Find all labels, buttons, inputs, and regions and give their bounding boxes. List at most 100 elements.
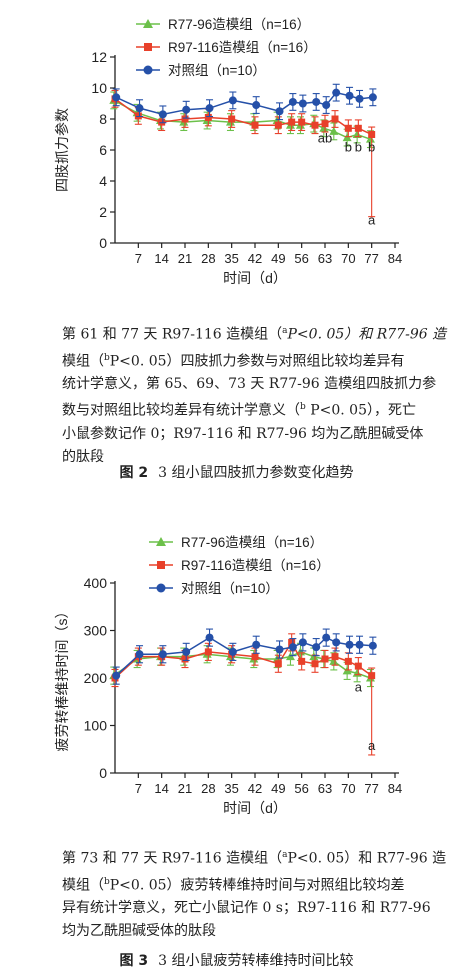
series-square (111, 633, 376, 756)
data-point (112, 93, 121, 102)
data-point (344, 657, 352, 665)
data-point (365, 134, 375, 143)
data-point (311, 660, 319, 668)
data-point (274, 660, 282, 668)
data-point (205, 633, 214, 642)
data-point (204, 648, 212, 656)
x-tick-label: 84 (388, 251, 402, 266)
x-tick-label: 28 (201, 251, 215, 266)
x-tick-label: 63 (318, 781, 332, 796)
legend-marker (156, 583, 166, 593)
series-line (114, 98, 372, 136)
data-point (344, 124, 352, 132)
figure-3-caption: 图 3 3 组小鼠疲劳转棒维持时间比较 (0, 950, 473, 970)
series-line (114, 640, 373, 679)
data-point (319, 123, 329, 132)
note-line: 异有统计学意义，死亡小鼠记作 0 s；R97-116 和 R77-96 (62, 900, 431, 917)
y-tick-label: 100 (84, 718, 108, 734)
data-point (252, 101, 261, 110)
x-tick-label: 14 (154, 251, 168, 266)
series-square (111, 89, 376, 218)
data-point (322, 101, 331, 110)
note-line: 均为乙酰胆碱受体的肽段 (62, 923, 216, 940)
x-tick-label: 7 (135, 251, 142, 266)
data-point (332, 638, 341, 647)
note-line: 第 61 和 77 天 R97-116 造模组（aP<0. 05）和 R77-9… (62, 326, 447, 343)
data-point (355, 640, 364, 649)
y-tick-label: 400 (84, 575, 108, 591)
y-tick-label: 200 (84, 670, 108, 686)
chart-svg: 0 100 200 300 400 7 14 21 28 35 42 49 56 63 70 77 84 时间（d… (54, 535, 402, 816)
y-tick-label: 6 (99, 142, 107, 158)
data-point (331, 115, 339, 123)
data-point (298, 99, 307, 108)
data-point (352, 130, 362, 138)
x-tick-label: 56 (294, 781, 308, 796)
data-point (181, 115, 189, 123)
data-point (158, 110, 167, 119)
chart-svg: 0 2 4 6 8 10 12 7 14 21 28 35 42 49 56 63 70 77 84 时间（d） 四肢抓… (54, 17, 402, 286)
data-point (321, 120, 329, 128)
note-line: 统计学意义，第 65、69、73 天 R77-96 造模组四肢抓力参 (62, 376, 437, 393)
x-tick-label: 84 (388, 781, 402, 796)
data-point (251, 121, 259, 129)
x-tick-label: 35 (224, 251, 238, 266)
data-point (135, 104, 144, 113)
note-line: 第 73 和 77 天 R97-116 造模组（aP<0. 05）和 R77-9… (62, 850, 447, 867)
legend-marker (143, 19, 153, 28)
figure-2-chart: 0 2 4 6 8 10 12 7 14 21 28 35 42 49 56 63 70 77 84 时间（d） 四肢抓… (0, 0, 473, 300)
y-tick-label: 4 (99, 173, 107, 189)
data-point (182, 647, 191, 656)
x-tick-label: 49 (271, 251, 285, 266)
y-tick-label: 2 (99, 204, 107, 220)
data-point (329, 126, 339, 135)
data-point (288, 118, 296, 126)
data-point (322, 633, 331, 642)
data-point (112, 671, 121, 680)
caption-text: 3 组小鼠疲劳转棒维持时间比较 (158, 953, 354, 969)
data-point (228, 115, 236, 123)
data-point (181, 655, 189, 663)
legend-label: R77-96造模组（n=16） (181, 535, 323, 550)
note-line: 小鼠参数记作 0；R97-116 和 R77-96 均为乙酰胆碱受体 (62, 425, 424, 442)
x-tick-label: 14 (154, 781, 168, 796)
figure-3-note: 第 73 和 77 天 R97-116 造模组（aP<0. 05）和 R77-9… (62, 844, 452, 943)
y-tick-label: 300 (84, 623, 108, 639)
x-tick-label: 49 (271, 781, 285, 796)
series-line (115, 636, 373, 677)
x-tick-label: 77 (364, 781, 378, 796)
significance-label: b (355, 140, 362, 155)
data-point (368, 641, 377, 650)
y-axis-label: 四肢抓力参数 (54, 108, 70, 192)
caption-number: 图 3 (119, 953, 149, 969)
x-tick-label: 28 (201, 781, 215, 796)
y-tick-label: 0 (99, 235, 107, 251)
legend-label: 对照组（n=10） (168, 63, 266, 78)
x-tick-label: 21 (178, 251, 192, 266)
data-point (134, 112, 142, 120)
data-point (298, 657, 306, 665)
data-point (368, 672, 376, 680)
legend-label: R97-116造模组（n=16） (181, 558, 330, 573)
data-point (298, 638, 307, 647)
series-circle (112, 83, 377, 124)
significance-label: a (368, 738, 376, 753)
caption-text: 3 组小鼠四肢抓力参数变化趋势 (158, 465, 354, 481)
x-tick-label: 21 (178, 781, 192, 796)
data-point (329, 656, 339, 665)
data-point (135, 650, 144, 659)
figure-3-chart: 0 100 200 300 400 7 14 21 28 35 42 49 56 63 70 77 84 时间（d… (0, 505, 473, 830)
legend-marker (157, 561, 165, 569)
significance-label: a (368, 212, 376, 227)
y-tick-label: 8 (99, 111, 107, 127)
x-axis-label: 时间（d） (223, 270, 287, 286)
data-point (158, 650, 167, 659)
x-tick-label: 35 (224, 781, 238, 796)
data-point (275, 645, 284, 654)
legend-label: 对照组（n=10） (181, 581, 279, 596)
data-point (368, 131, 376, 138)
legend-marker (156, 537, 166, 546)
data-point (288, 643, 297, 652)
data-point (332, 88, 341, 97)
data-point (252, 640, 261, 649)
